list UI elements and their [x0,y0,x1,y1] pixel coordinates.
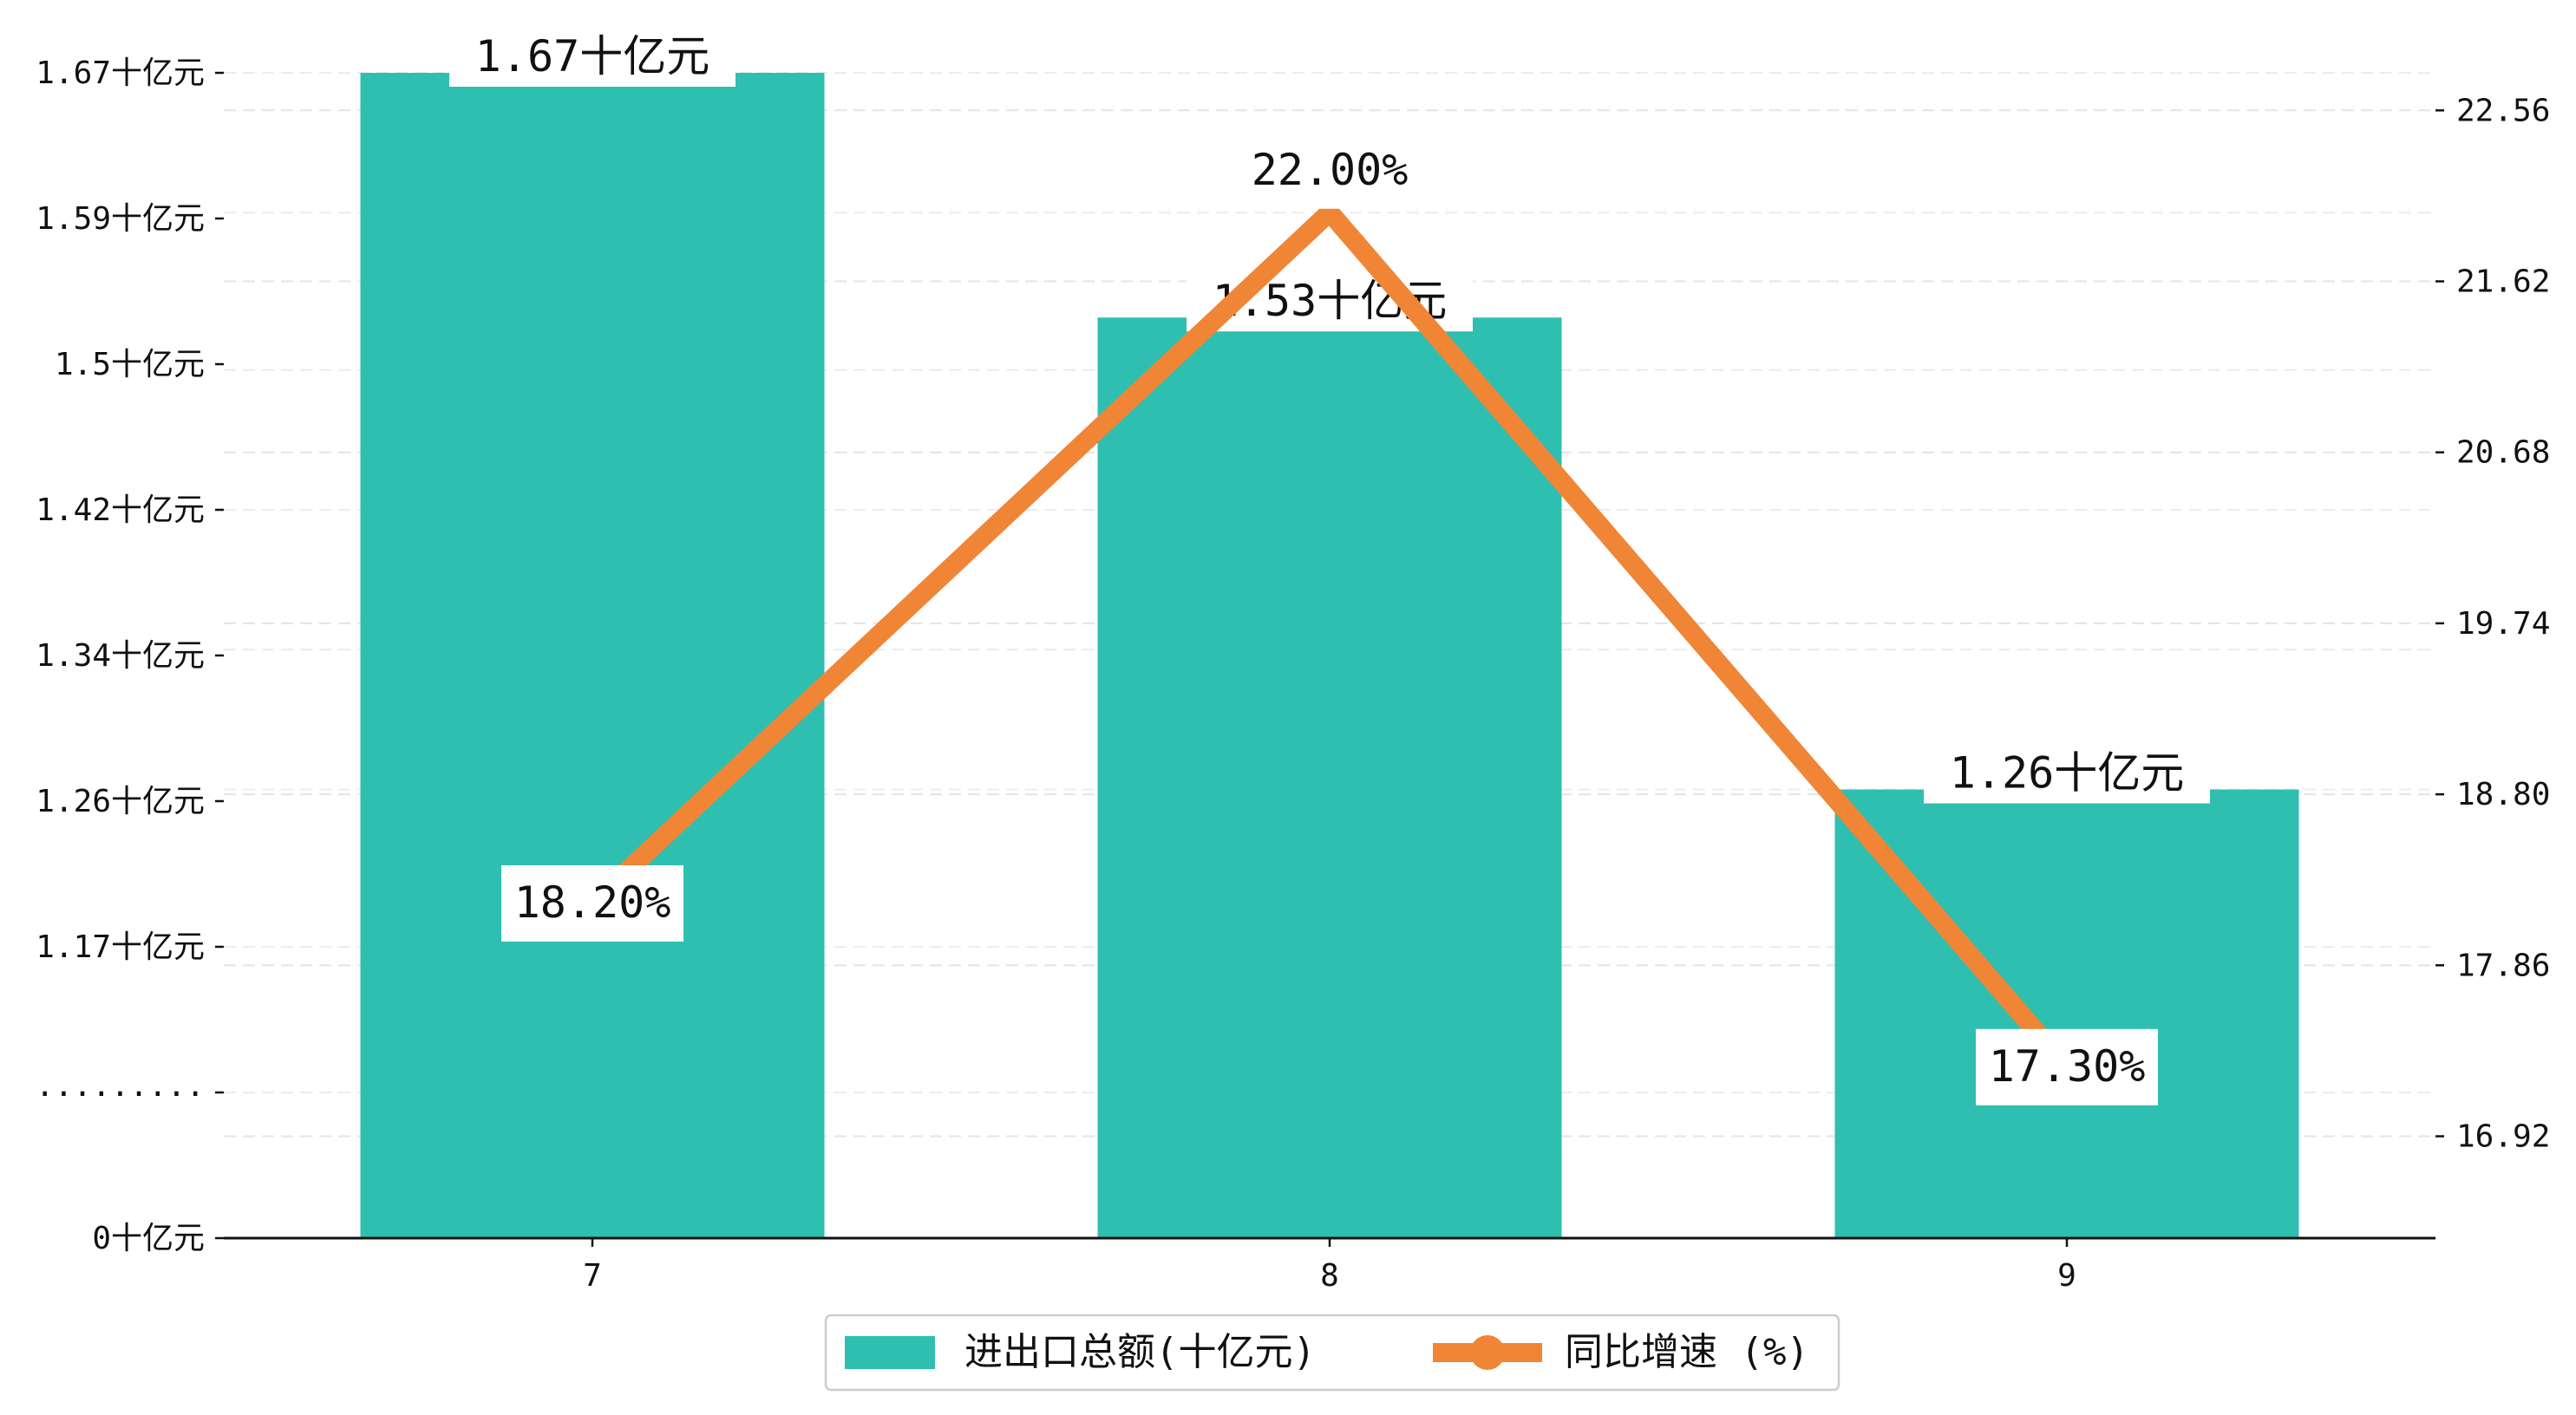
y-left-tick-label: 1.67十亿元 [36,55,205,91]
x-tick-label: 7 [583,1258,602,1294]
y-left-tick-label: 1.5十亿元 [55,347,205,382]
line-label-bg [501,864,683,942]
legend-swatch-bar [845,1336,935,1369]
line-label-bg [1239,132,1421,209]
y-left-tick-label: 1.34十亿元 [36,638,205,674]
y-right-tick-label: 22.56 [2456,93,2550,128]
y-right-tick-label: 21.62 [2456,264,2550,300]
bar [1097,317,1562,1238]
bar-value-label: 1.26十亿元 [1950,748,2184,799]
x-tick-label: 9 [2057,1258,2076,1294]
y-right-tick-label: 20.68 [2456,435,2550,471]
bar-value-label: 1.67十亿元 [475,31,709,82]
bar [1834,789,2299,1238]
y-left-break-label: ......... [36,1068,205,1104]
line-value-label: 18.20% [514,877,671,928]
x-tick-label: 8 [1320,1258,1339,1294]
line-value-label: 22.00% [1252,145,1409,195]
y-left-tick-label: 0十亿元 [92,1221,205,1256]
y-right-tick-label: 19.74 [2456,606,2550,642]
line-point [1326,208,1333,216]
y-left-tick-label: 1.26十亿元 [36,784,205,819]
y-right-tick-label: 16.92 [2456,1119,2550,1155]
y-right-tick-label: 17.86 [2456,948,2550,983]
y-left-tick-label: 1.59十亿元 [36,201,205,237]
y-left-tick-label: 1.17十亿元 [36,929,205,965]
legend-label-bar: 进出口总额(十亿元) [964,1330,1316,1374]
legend-marker-line [1470,1335,1505,1370]
legend-label-line: 同比增速 (%) [1565,1330,1809,1374]
line-label-bg [1976,1028,2158,1105]
y-right-tick-label: 18.80 [2456,777,2550,812]
bar [360,73,825,1238]
legend-box [824,1314,1840,1392]
line-value-label: 17.30% [1989,1041,2146,1092]
bar-label-bg [1924,749,2210,804]
y-left-tick-label: 1.42十亿元 [36,492,205,528]
bar-label-bg [449,33,736,87]
